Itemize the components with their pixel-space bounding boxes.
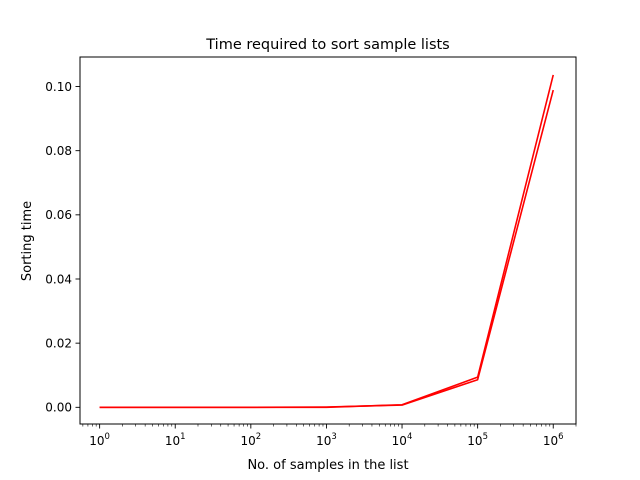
plot-frame — [79, 56, 577, 425]
x-tick-base: 10 — [316, 434, 331, 448]
x-tick-exponent: 4 — [407, 432, 412, 442]
x-tick-base: 10 — [240, 434, 255, 448]
y-tick-label: 0.04 — [45, 272, 72, 286]
x-tick-exponent: 2 — [256, 432, 261, 442]
tick-layer: 100 101 102 103 104 105 1060.000.020.040.060.0… — [45, 80, 577, 448]
x-tick-label: 103 — [316, 432, 337, 448]
x-tick-base: 10 — [543, 434, 558, 448]
x-tick-exponent: 6 — [558, 432, 563, 442]
x-tick-base: 10 — [165, 434, 180, 448]
y-tick-label: 0.06 — [45, 208, 72, 222]
x-tick-label: 104 — [392, 432, 413, 448]
y-axis-label: Sorting time — [20, 201, 35, 281]
x-tick-label: 101 — [165, 432, 186, 448]
y-tick-label: 0.08 — [45, 144, 72, 158]
y-tick-label: 0.02 — [45, 336, 72, 350]
chart-title: Time required to sort sample lists — [205, 37, 449, 53]
x-tick-exponent: 1 — [180, 432, 185, 442]
x-tick-label: 102 — [240, 432, 261, 448]
x-tick-label: 105 — [467, 432, 488, 448]
x-tick-base: 10 — [392, 434, 407, 448]
x-tick-base: 10 — [467, 434, 482, 448]
y-tick-label: 0.00 — [45, 401, 72, 415]
x-tick-base: 10 — [89, 434, 104, 448]
x-tick-exponent: 3 — [331, 432, 336, 442]
x-tick-exponent: 5 — [483, 432, 488, 442]
series-layer — [99, 74, 555, 409]
series-line-2 — [99, 89, 555, 409]
x-tick-label: 106 — [543, 432, 564, 448]
x-axis-label: No. of samples in the list — [247, 458, 408, 473]
x-tick-exponent: 0 — [105, 432, 110, 442]
x-tick-label: 100 — [89, 432, 110, 448]
y-tick-label: 0.10 — [45, 80, 72, 94]
